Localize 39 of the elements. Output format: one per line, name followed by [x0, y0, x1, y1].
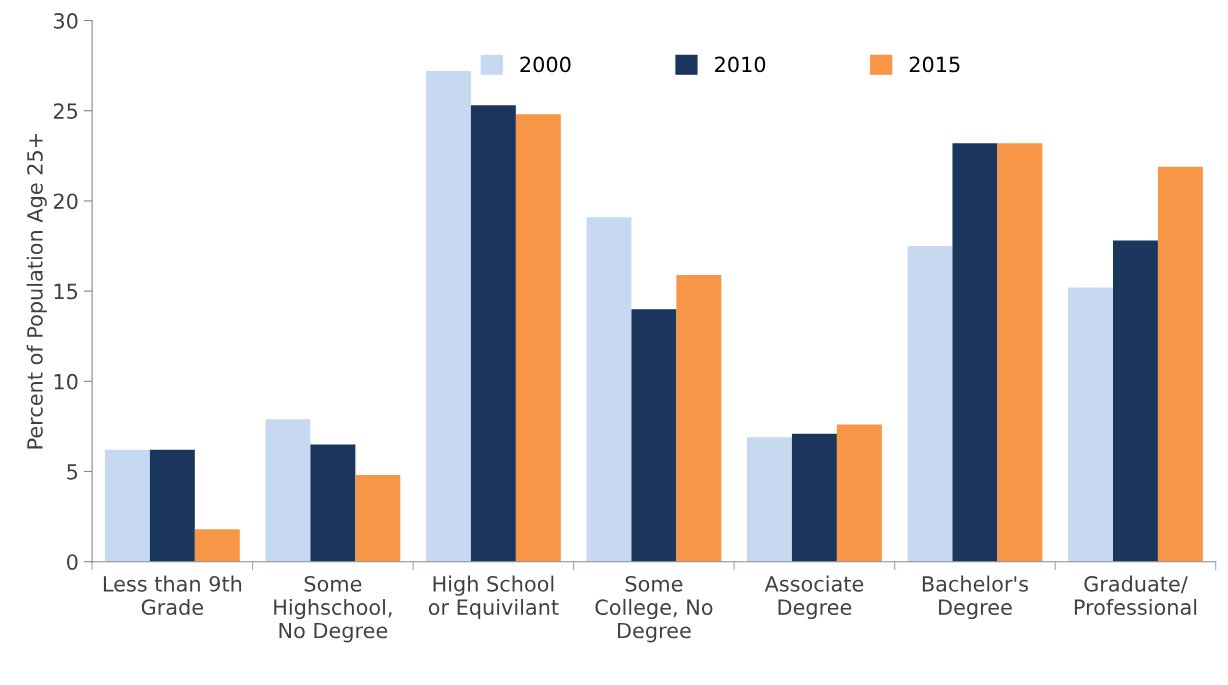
- bar: [676, 274, 722, 562]
- x-tick-label: Less than 9th Grade: [103, 575, 242, 616]
- legend-label: 2015: [909, 56, 960, 73]
- bar: [310, 444, 356, 562]
- bar: [952, 143, 998, 562]
- bar: [265, 419, 311, 562]
- x-tick-label: Graduate/ Professional: [1074, 575, 1197, 616]
- bar: [791, 433, 837, 562]
- bar: [515, 114, 561, 562]
- bar: [104, 449, 150, 562]
- bar: [470, 105, 516, 562]
- x-tick-label: Associate Degree: [764, 575, 864, 620]
- y-tick-label: 15: [54, 283, 78, 300]
- y-tick-label: 30: [53, 13, 78, 29]
- bar: [1112, 240, 1158, 562]
- y-tick-label: 10: [54, 373, 78, 390]
- bar: [747, 437, 792, 562]
- bar: [836, 424, 882, 562]
- bar: [425, 71, 471, 562]
- y-tick-label: 0: [67, 554, 78, 570]
- y-tick-label: 5: [67, 464, 78, 480]
- bar: [1157, 166, 1203, 562]
- y-tick-label: 25: [53, 103, 78, 119]
- bar: [907, 246, 953, 562]
- bar: [586, 217, 632, 562]
- y-axis-title: Percent of Population Age 25+: [26, 134, 47, 449]
- x-tick-label: Some College, No Degree: [595, 575, 713, 643]
- bar: [355, 475, 401, 562]
- y-tick-label: 20: [53, 193, 78, 210]
- legend-label: 2000: [520, 56, 571, 73]
- legend-label: 2010: [715, 56, 766, 73]
- x-tick-label: Bachelor's Degree: [922, 575, 1029, 620]
- bar: [1068, 287, 1113, 562]
- bar: [149, 449, 195, 562]
- bar: [631, 309, 677, 562]
- bar: [997, 143, 1043, 562]
- x-tick-label: High School or Equivilant: [428, 575, 559, 620]
- x-tick-label: Some Highschool, No Degree: [274, 575, 392, 643]
- bar: [194, 529, 240, 562]
